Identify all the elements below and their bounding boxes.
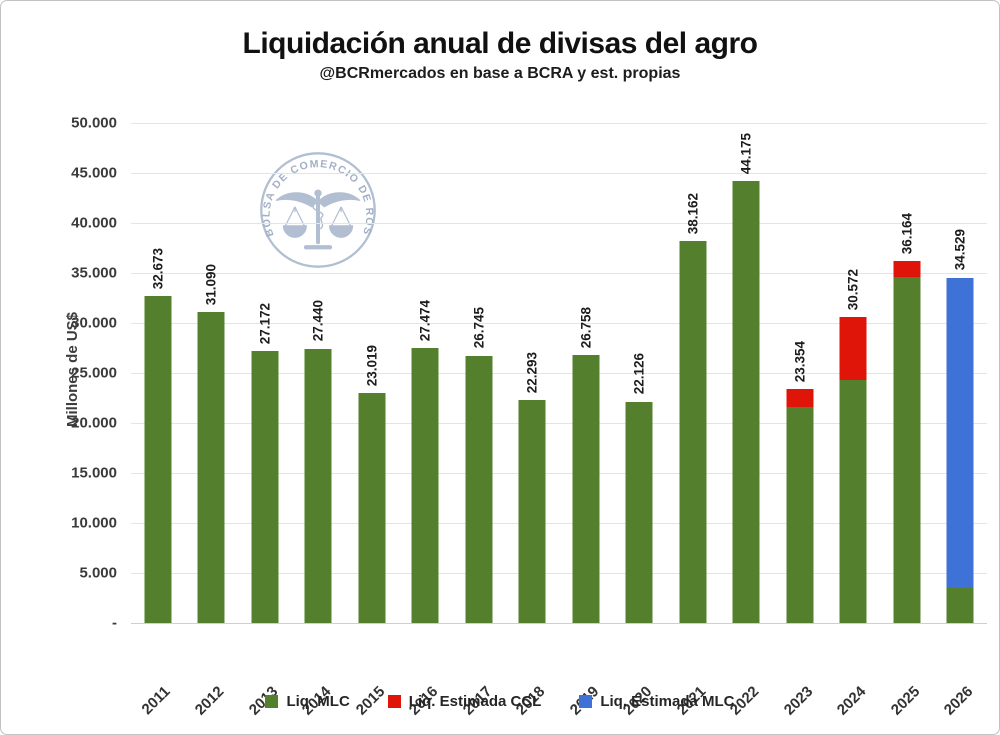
value-label-2026: 34.529	[952, 229, 968, 271]
bar-group-2013: 27.172 2013	[238, 123, 292, 719]
bar-group-2021: 38.162 2021	[666, 123, 720, 719]
gridline	[131, 173, 987, 174]
bar-groups: 32.673 2011 31.090 2012 27.172 2013 27.440 2014…	[131, 123, 988, 719]
bar-group-2016: 27.474 2016	[399, 123, 453, 719]
bar-segment-2026-liq-mlc	[946, 588, 974, 623]
value-label-2014: 27.440	[310, 300, 326, 342]
value-label-2020: 22.126	[631, 353, 647, 395]
bar-segment-2024-liq-mlc	[839, 380, 867, 623]
bar-group-2023: 23.354 2023	[773, 123, 827, 718]
bar-group-2011: 32.673 2011	[131, 123, 185, 718]
legend-label: Liq. Estimada CCL	[408, 693, 542, 710]
bar-segment-2023-liq-estimada-ccl	[786, 389, 814, 407]
value-label-2013: 27.172	[257, 302, 273, 345]
bar-segment-2024-liq-estimada-ccl	[839, 317, 867, 380]
y-tick-label: 10.000	[71, 514, 117, 532]
value-label-2015: 23.019	[364, 344, 380, 386]
legend-swatch	[387, 695, 401, 708]
bar-segment-2016-liq-mlc	[411, 348, 439, 623]
gridline	[131, 123, 987, 124]
bar-segment-2018-liq-mlc	[518, 400, 546, 623]
bar-segment-2022-liq-mlc	[732, 181, 760, 623]
bar-segment-2019-liq-mlc	[572, 355, 600, 623]
bar-segment-2025-liq-estimada-ccl	[893, 261, 921, 277]
gridline	[131, 273, 987, 274]
value-label-2018: 22.293	[524, 351, 540, 394]
value-label-2012: 31.090	[203, 263, 219, 306]
legend-label: Liq. Estimada MLC	[600, 693, 735, 710]
value-label-2021: 38.162	[685, 193, 701, 235]
bar-group-2017: 26.745 2017	[452, 123, 506, 718]
legend-item-liq-estimada-ccl: Liq. Estimada CCL	[387, 693, 542, 710]
legend: Liq. MLC Liq. Estimada CCL Liq. Estimada M…	[1, 693, 999, 710]
bar-group-2026: 34.529 2026	[934, 123, 988, 718]
bar-segment-2020-liq-mlc	[625, 401, 653, 623]
gridline	[131, 323, 987, 324]
bar-group-2015: 23.019 2015	[345, 123, 399, 719]
plot-area: 32.673 2011 31.090 2012 27.172 2013 27.440 2014…	[131, 123, 988, 719]
legend-item-liq-estimada-mlc: Liq. Estimada MLC	[579, 693, 735, 710]
y-tick-label: 45.000	[71, 164, 117, 182]
bar-segment-2012-liq-mlc	[197, 312, 225, 623]
value-label-2022: 44.175	[738, 132, 754, 175]
caduceus-scales-icon	[275, 189, 361, 250]
y-tick-label: 30.000	[71, 314, 117, 332]
gridline	[131, 523, 987, 524]
legend-item-liq-mlc: Liq. MLC	[265, 693, 350, 710]
y-tick-label: 50.000	[71, 114, 117, 132]
gridline	[131, 573, 987, 574]
bar-group-2022: 44.175 2022	[720, 123, 774, 719]
bar-segment-2025-liq-mlc	[893, 277, 921, 623]
bar-segment-2021-liq-mlc	[679, 241, 707, 623]
gridline	[131, 223, 987, 224]
y-tick-label: 15.000	[71, 464, 117, 482]
y-tick-label: 5.000	[79, 564, 117, 582]
gridline	[131, 473, 987, 474]
value-label-2025: 36.164	[899, 213, 915, 255]
y-tick-label: 40.000	[71, 214, 117, 232]
bar-segment-2023-liq-mlc	[786, 407, 814, 623]
bar-group-2018: 22.293 2018	[506, 123, 560, 719]
gridline	[131, 373, 987, 374]
bar-group-2012: 31.090 2012	[185, 123, 239, 719]
bar-group-2020: 22.126 2020	[613, 123, 667, 718]
bar-segment-2014-liq-mlc	[304, 348, 332, 623]
y-axis-ticks: - 5.000 10.000 15.000 20.000 25.000 30.000 35.0…	[1, 115, 117, 632]
value-label-2011: 32.673	[150, 247, 166, 290]
gridline	[131, 623, 987, 624]
value-label-2017: 26.745	[471, 307, 487, 349]
value-label-2024: 30.572	[845, 268, 861, 311]
value-label-2023: 23.354	[792, 341, 808, 383]
gridline	[131, 423, 987, 424]
bar-group-2014: 27.440 2014	[292, 123, 346, 718]
bar-segment-2017-liq-mlc	[465, 355, 493, 623]
y-tick-label: 35.000	[71, 264, 117, 282]
bar-group-2025: 36.164 2025	[880, 123, 934, 719]
y-tick-label: 25.000	[71, 364, 117, 382]
value-label-2019: 26.758	[578, 307, 594, 349]
chart-title: Liquidación anual de divisas del agro	[242, 27, 758, 60]
legend-swatch	[579, 695, 593, 708]
chart-subtitle: @BCRmercados en base a BCRA y est. propi…	[319, 65, 681, 82]
legend-label: Liq. MLC	[286, 693, 350, 710]
bar-group-2019: 26.7582019	[559, 123, 613, 718]
bar-segment-2015-liq-mlc	[358, 392, 386, 623]
bar-segment-2013-liq-mlc	[251, 351, 279, 623]
bar-segment-2026-liq-estimada-mlc	[946, 277, 974, 588]
value-label-2016: 27.474	[417, 299, 433, 342]
y-tick-label: -	[112, 614, 117, 632]
y-tick-label: 20.000	[71, 414, 117, 432]
legend-swatch	[265, 695, 279, 708]
bar-segment-2011-liq-mlc	[144, 296, 172, 623]
bar-group-2024: 30.572 2024	[827, 123, 881, 719]
